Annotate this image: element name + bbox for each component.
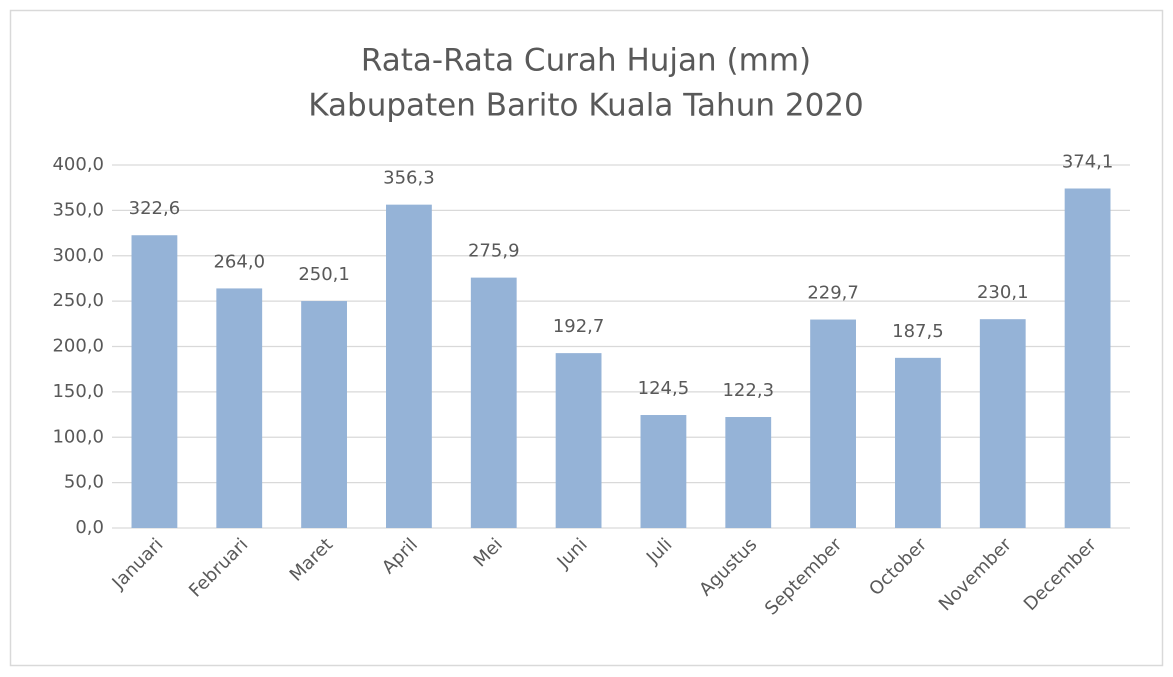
y-tick-label: 300,0 xyxy=(52,245,104,266)
y-tick-label: 150,0 xyxy=(52,381,104,402)
chart-title: Rata-Rata Curah Hujan (mm) xyxy=(361,43,811,79)
bar xyxy=(301,301,347,528)
value-label: 250,1 xyxy=(298,264,350,285)
bar xyxy=(810,319,856,528)
value-label: 230,1 xyxy=(977,282,1029,303)
y-tick-label: 350,0 xyxy=(52,199,104,220)
bar xyxy=(555,353,602,528)
chart-subtitle: Kabupaten Barito Kuala Tahun 2020 xyxy=(308,88,864,124)
y-tick-label: 100,0 xyxy=(52,426,104,447)
y-tick-label: 250,0 xyxy=(52,290,104,311)
bar xyxy=(1064,188,1111,528)
bar xyxy=(725,417,772,528)
bar xyxy=(131,235,178,529)
bar xyxy=(979,319,1026,528)
value-label: 374,1 xyxy=(1062,152,1114,173)
y-tick-label: 400,0 xyxy=(52,154,104,175)
bar xyxy=(470,277,517,528)
y-tick-label: 200,0 xyxy=(52,336,104,357)
bar xyxy=(216,288,263,528)
chart-frame xyxy=(9,9,1164,667)
value-label: 356,3 xyxy=(383,168,435,189)
value-label: 264,0 xyxy=(213,251,265,272)
y-tick-label: 50,0 xyxy=(64,472,104,493)
value-label: 192,7 xyxy=(553,316,605,337)
value-label: 124,5 xyxy=(638,378,690,399)
y-tick-label: 0,0 xyxy=(75,517,104,538)
bar xyxy=(895,357,941,528)
value-label: 275,9 xyxy=(468,241,520,262)
bar xyxy=(640,415,687,528)
bar xyxy=(386,204,432,528)
value-label: 187,5 xyxy=(892,321,944,342)
value-label: 322,6 xyxy=(129,198,181,219)
value-label: 122,3 xyxy=(722,380,774,401)
value-label: 229,7 xyxy=(807,283,859,304)
